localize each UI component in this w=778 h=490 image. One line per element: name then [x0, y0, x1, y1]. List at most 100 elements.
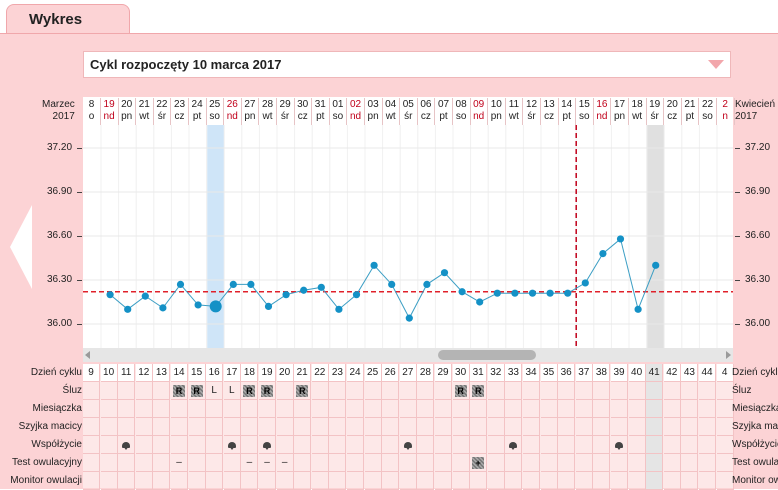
mucus-cell[interactable]	[487, 382, 505, 400]
mucus-cell[interactable]	[382, 382, 400, 400]
menstruation-cell[interactable]	[241, 400, 259, 418]
menstruation-cell[interactable]	[523, 400, 540, 418]
cycle-day-cell[interactable]: 40	[628, 364, 646, 382]
ovulation-test-cell[interactable]	[540, 454, 558, 472]
menstruation-cell[interactable]	[558, 400, 576, 418]
ovulation-test-cell[interactable]	[628, 454, 646, 472]
menstruation-cell[interactable]	[118, 400, 136, 418]
ovulation-test-cell[interactable]	[611, 454, 628, 472]
menstruation-cell[interactable]	[646, 400, 664, 418]
cycle-day-cell[interactable]: 16	[206, 364, 224, 382]
menstruation-cell[interactable]	[417, 400, 435, 418]
cycle-day-cell[interactable]: 12	[135, 364, 153, 382]
mucus-cell[interactable]	[364, 382, 382, 400]
cycle-day-cell[interactable]: 30	[452, 364, 470, 382]
cervix-cell[interactable]	[153, 418, 171, 436]
cervix-cell[interactable]	[347, 418, 364, 436]
mucus-cell[interactable]: L	[206, 382, 224, 400]
cervix-cell[interactable]	[329, 418, 347, 436]
mucus-cell[interactable]	[135, 382, 153, 400]
intercourse-cell[interactable]	[646, 436, 664, 454]
ovulation-monitor-cell[interactable]	[276, 472, 294, 490]
mucus-cell[interactable]	[699, 382, 716, 400]
chart-scrollbar[interactable]	[83, 348, 733, 362]
cycle-day-cell[interactable]: 33	[505, 364, 523, 382]
ovulation-test-cell[interactable]	[575, 454, 593, 472]
cervix-cell[interactable]	[399, 418, 417, 436]
cervix-cell[interactable]	[487, 418, 505, 436]
cycle-day-cell[interactable]: 31	[470, 364, 488, 382]
cervix-cell[interactable]	[311, 418, 329, 436]
cycle-day-cell[interactable]: 37	[575, 364, 593, 382]
intercourse-cell[interactable]	[523, 436, 540, 454]
ovulation-test-cell[interactable]	[646, 454, 664, 472]
ovulation-monitor-cell[interactable]	[206, 472, 224, 490]
scroll-left-icon[interactable]	[85, 351, 90, 359]
mucus-cell[interactable]	[628, 382, 646, 400]
ovulation-test-cell[interactable]	[206, 454, 224, 472]
cervix-cell[interactable]	[206, 418, 224, 436]
ovulation-monitor-cell[interactable]	[153, 472, 171, 490]
intercourse-cell[interactable]	[135, 436, 153, 454]
cervix-cell[interactable]	[681, 418, 699, 436]
cervix-cell[interactable]	[611, 418, 628, 436]
cycle-day-cell[interactable]: 36	[558, 364, 576, 382]
intercourse-cell[interactable]	[487, 436, 505, 454]
menstruation-cell[interactable]	[276, 400, 294, 418]
mucus-cell[interactable]	[311, 382, 329, 400]
ovulation-monitor-cell[interactable]	[487, 472, 505, 490]
cycle-day-cell[interactable]: 20	[276, 364, 294, 382]
menstruation-cell[interactable]	[435, 400, 452, 418]
cycle-day-cell[interactable]: 14	[171, 364, 188, 382]
intercourse-cell[interactable]	[100, 436, 118, 454]
mucus-cell[interactable]	[593, 382, 611, 400]
cycle-day-cell[interactable]: 34	[523, 364, 540, 382]
scroll-right-icon[interactable]	[726, 351, 731, 359]
intercourse-cell[interactable]	[699, 436, 716, 454]
intercourse-cell[interactable]	[118, 436, 136, 454]
cervix-cell[interactable]	[663, 418, 681, 436]
menstruation-cell[interactable]	[259, 400, 276, 418]
intercourse-cell[interactable]	[276, 436, 294, 454]
previous-cycle-arrow-icon[interactable]	[10, 205, 32, 289]
menstruation-cell[interactable]	[135, 400, 153, 418]
ovulation-test-cell[interactable]	[135, 454, 153, 472]
menstruation-cell[interactable]	[505, 400, 523, 418]
menstruation-cell[interactable]	[699, 400, 716, 418]
cervix-cell[interactable]	[135, 418, 153, 436]
intercourse-cell[interactable]	[611, 436, 628, 454]
mucus-cell[interactable]	[83, 382, 100, 400]
mucus-cell[interactable]	[681, 382, 699, 400]
cervix-cell[interactable]	[699, 418, 716, 436]
cycle-day-cell[interactable]: 29	[435, 364, 452, 382]
ovulation-test-cell[interactable]	[681, 454, 699, 472]
ovulation-monitor-cell[interactable]	[611, 472, 628, 490]
ovulation-monitor-cell[interactable]	[399, 472, 417, 490]
cervix-cell[interactable]	[716, 418, 734, 436]
ovulation-test-cell[interactable]	[347, 454, 364, 472]
cycle-day-cell[interactable]: 15	[188, 364, 206, 382]
ovulation-monitor-cell[interactable]	[294, 472, 312, 490]
ovulation-monitor-cell[interactable]	[417, 472, 435, 490]
cycle-day-cell[interactable]: 10	[100, 364, 118, 382]
intercourse-cell[interactable]	[241, 436, 259, 454]
menstruation-cell[interactable]	[611, 400, 628, 418]
cycle-day-cell[interactable]: 21	[294, 364, 312, 382]
menstruation-cell[interactable]	[593, 400, 611, 418]
menstruation-cell[interactable]	[188, 400, 206, 418]
ovulation-test-cell[interactable]	[663, 454, 681, 472]
cycle-day-cell[interactable]: 17	[223, 364, 241, 382]
intercourse-cell[interactable]	[681, 436, 699, 454]
cycle-day-cell[interactable]: 23	[329, 364, 347, 382]
ovulation-monitor-cell[interactable]	[452, 472, 470, 490]
ovulation-test-cell[interactable]	[364, 454, 382, 472]
mucus-cell[interactable]	[540, 382, 558, 400]
ovulation-test-cell[interactable]	[188, 454, 206, 472]
ovulation-test-cell[interactable]: –	[259, 454, 276, 472]
ovulation-test-cell[interactable]	[699, 454, 716, 472]
menstruation-cell[interactable]	[628, 400, 646, 418]
cycle-day-cell[interactable]: 42	[663, 364, 681, 382]
mucus-cell[interactable]	[646, 382, 664, 400]
intercourse-cell[interactable]	[294, 436, 312, 454]
ovulation-monitor-cell[interactable]	[575, 472, 593, 490]
